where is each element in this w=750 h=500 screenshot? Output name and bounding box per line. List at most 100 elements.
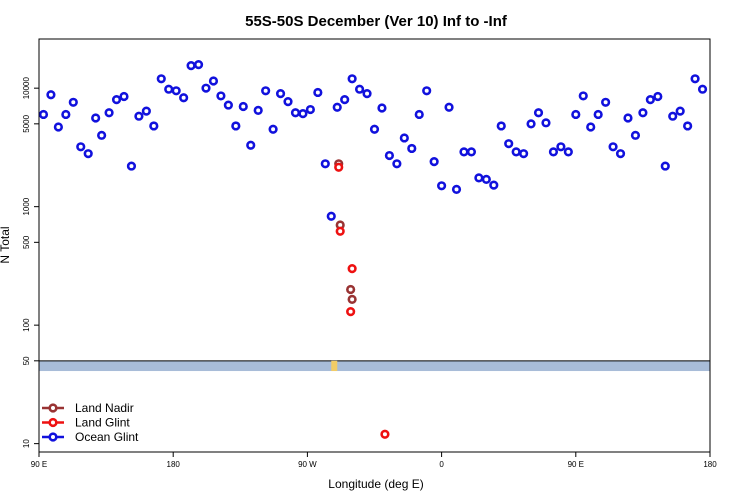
- ocean-glint-point: [556, 142, 566, 152]
- ocean-glint-point: [313, 87, 323, 98]
- x-axis-label: Longitude (deg E): [328, 477, 423, 491]
- ocean-glint-point: [290, 108, 301, 118]
- ocean-glint-point: [111, 95, 122, 105]
- ocean-glint-point: [171, 86, 181, 96]
- ocean-glint-point: [645, 95, 655, 105]
- ocean-glint-point: [156, 74, 166, 84]
- ocean-glint-point: [668, 111, 678, 121]
- ocean-glint-point: [623, 113, 633, 123]
- ocean-glint-point: [399, 133, 409, 143]
- ocean-glint-point: [253, 105, 263, 115]
- ocean-glint-point: [362, 88, 372, 99]
- ocean-glint-point: [332, 102, 342, 112]
- ocean-glint-point: [504, 139, 514, 149]
- ocean-glint-point: [223, 100, 233, 110]
- ocean-glint-point: [305, 104, 315, 115]
- ocean-glint-point: [38, 109, 49, 120]
- chart-title: 55S-50S December (Ver 10) Inf to -Inf: [245, 13, 508, 30]
- land-band: [39, 360, 710, 372]
- ocean-glint-point: [489, 180, 499, 190]
- land-glint-point: [335, 226, 345, 236]
- ocean-glint-point: [76, 142, 86, 152]
- ocean-glint-point: [541, 118, 551, 128]
- ocean-glint-point: [519, 149, 529, 159]
- ocean-glint-point: [179, 93, 189, 103]
- ocean-glint-point: [481, 174, 491, 184]
- ocean-glint-point: [119, 91, 129, 102]
- x-tick-label: 90 E: [568, 460, 584, 469]
- ocean-glint-point: [377, 103, 387, 113]
- legend-label-land-glint: Land Glint: [75, 416, 130, 430]
- ocean-glint-point: [496, 121, 506, 131]
- land-nadir-point: [346, 284, 356, 295]
- ocean-glint-point: [608, 142, 618, 152]
- ocean-glint-point: [511, 147, 521, 157]
- y-tick-label: 500: [22, 235, 31, 249]
- ocean-glint-point: [261, 86, 271, 96]
- land-nadir-point: [347, 294, 357, 304]
- ocean-glint-point: [526, 119, 536, 129]
- ocean-glint-point: [53, 122, 63, 132]
- plot-frame: [38, 38, 711, 453]
- ocean-glint-point: [208, 76, 219, 86]
- ocean-glint-point: [630, 130, 641, 140]
- ocean-glint-point: [697, 84, 708, 94]
- ocean-glint-point: [392, 159, 402, 169]
- ocean-glint-point: [186, 61, 196, 71]
- ocean-glint-point: [231, 121, 241, 131]
- ocean-glint-point: [275, 88, 286, 99]
- ocean-glint-point: [354, 84, 365, 94]
- land-band-layer: [39, 360, 710, 372]
- ocean-glint-point: [83, 149, 93, 159]
- land-glint-point: [380, 429, 390, 439]
- ocean-glint-point: [268, 124, 278, 134]
- legend-marker-land-glint: [48, 417, 58, 428]
- ocean-glint-point: [451, 184, 462, 194]
- ocean-glint-point: [320, 159, 330, 169]
- x-tick-label: 90 W: [298, 460, 317, 469]
- ocean-glint-point: [683, 121, 693, 131]
- legend-marker-ocean-glint: [48, 432, 58, 442]
- ocean-glint-point: [474, 173, 484, 183]
- x-tick-label: 90 E: [31, 460, 47, 469]
- x-tick-label: 180: [167, 460, 181, 469]
- y-tick-label: 10000: [22, 76, 31, 99]
- ocean-glint-point: [601, 97, 611, 107]
- ocean-glint-point: [201, 83, 211, 93]
- ocean-glint-point: [414, 109, 424, 120]
- legend-marker-land-nadir: [48, 403, 58, 413]
- ocean-glint-point: [193, 60, 204, 70]
- ocean-glint-point: [340, 95, 350, 105]
- ocean-glint-point: [466, 147, 477, 157]
- ocean-glint-point: [238, 101, 248, 112]
- ocean-glint-point: [444, 102, 454, 112]
- ocean-glint-point: [347, 74, 357, 84]
- ocean-glint-point: [68, 97, 78, 107]
- ocean-glint-point: [533, 108, 544, 118]
- y-tick-label: 50: [22, 356, 31, 365]
- legend-label-ocean-glint: Ocean Glint: [75, 430, 139, 444]
- ocean-glint-point: [369, 124, 380, 134]
- y-tick-label: 100: [22, 318, 31, 332]
- ocean-glint-point: [164, 84, 174, 94]
- land-band-highlight: [331, 360, 338, 372]
- ocean-glint-point: [104, 108, 114, 118]
- ocean-glint-point: [615, 149, 626, 159]
- land-glint-point: [346, 307, 356, 317]
- legend-label-land-nadir: Land Nadir: [75, 401, 134, 415]
- ocean-glint-point: [61, 109, 71, 120]
- ocean-glint-point: [437, 181, 447, 191]
- y-tick-label: 1000: [22, 197, 31, 215]
- ocean-glint-point: [578, 91, 588, 101]
- y-axis-label: N Total: [0, 226, 12, 263]
- y-tick-label: 5000: [22, 114, 31, 132]
- ocean-glint-point: [593, 109, 603, 120]
- ocean-glint-point: [126, 161, 137, 171]
- land-glint-point: [334, 162, 344, 172]
- ocean-glint-point: [149, 121, 159, 131]
- ocean-glint-point: [326, 211, 336, 221]
- ocean-glint-point: [246, 140, 256, 150]
- ocean-glint-point: [91, 113, 101, 123]
